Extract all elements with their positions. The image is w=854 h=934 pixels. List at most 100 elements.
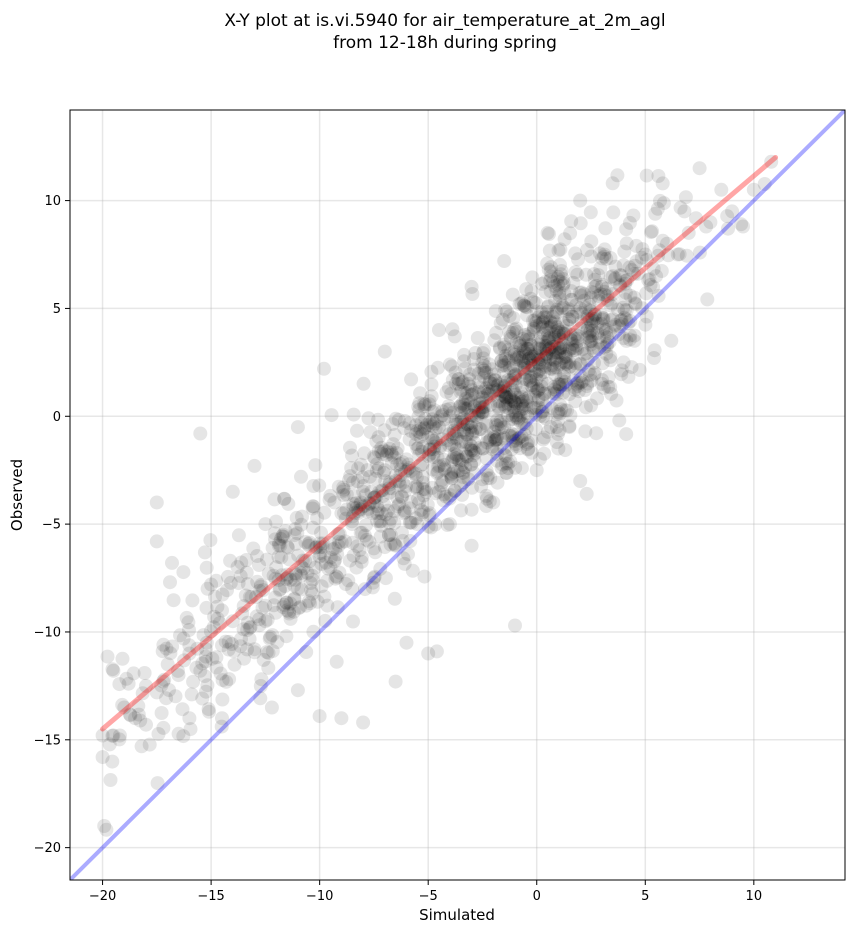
scatter-point-72 (312, 709, 327, 724)
scatter-point-1000 (734, 217, 749, 232)
scatter-point-353 (552, 406, 567, 421)
scatter-point-1 (106, 728, 121, 743)
scatter-point-641 (377, 540, 392, 555)
scatter-point-1154 (639, 168, 654, 183)
scatter-point-984 (570, 331, 585, 346)
scatter-point-612 (534, 379, 549, 394)
scatter-point-15 (236, 599, 251, 614)
scatter-point-784 (387, 504, 402, 518)
scatter-point-901 (431, 459, 446, 474)
scatter-point-162 (551, 269, 566, 284)
scatter-point-1206 (312, 536, 327, 551)
scatter-point-1603 (494, 353, 509, 368)
scatter-point-1475 (354, 554, 369, 569)
scatter-point-1173 (527, 364, 542, 379)
scatter-point-1151 (366, 541, 381, 556)
scatter-point-1251 (458, 361, 472, 376)
scatter-point-123 (736, 219, 750, 234)
scatter-point-791 (303, 596, 318, 611)
scatter-point-264 (457, 385, 472, 400)
scatter-point-1252 (626, 208, 641, 223)
scatter-point-441 (603, 270, 618, 285)
scatter-point-254 (512, 404, 526, 419)
scatter-point-519 (375, 489, 390, 504)
scatter-point-606 (531, 390, 546, 405)
scatter-point-887 (441, 381, 456, 396)
scatter-point-819 (233, 639, 248, 654)
scatter-point-705 (624, 360, 639, 375)
scatter-point-439 (544, 319, 559, 334)
scatter-point-585 (382, 485, 397, 500)
scatter-point-1415 (258, 598, 273, 613)
scatter-point-1047 (503, 346, 518, 361)
scatter-point-1360 (580, 353, 595, 367)
scatter-point-435 (476, 405, 491, 420)
scatter-point-445 (523, 370, 537, 385)
scatter-point-744 (290, 526, 305, 541)
scatter-point-1540 (603, 251, 618, 265)
scatter-point-785 (214, 719, 229, 734)
scatter-point-1282 (591, 293, 606, 308)
scatter-point-181 (629, 254, 644, 269)
scatter-point-463 (498, 302, 513, 317)
scatter-point-899 (411, 440, 426, 455)
scatter-point-750 (445, 452, 460, 467)
scatter-point-569 (634, 250, 649, 265)
scatter-point-467 (203, 533, 218, 548)
scatter-point-6 (149, 685, 164, 700)
scatter-point-617 (369, 489, 384, 504)
scatter-point-1246 (384, 447, 399, 462)
scatter-point-1250 (491, 377, 506, 392)
scatter-point-1429 (497, 389, 512, 404)
scatter-point-1448 (457, 411, 471, 426)
scatter-point-145 (528, 407, 543, 422)
scatter-point-582 (338, 534, 353, 549)
scatter-point-1425 (582, 367, 597, 382)
scatter-point-1349 (618, 285, 633, 300)
scatter-point-450 (627, 258, 642, 273)
scatter-point-1093 (584, 234, 599, 249)
scatter-point-329 (645, 224, 660, 239)
scatter-point-90 (165, 555, 179, 570)
scatter-point-1368 (517, 327, 532, 342)
scatter-point-947 (608, 259, 623, 274)
scatter-point-1124 (418, 412, 433, 426)
scatter-point-359 (253, 679, 268, 693)
scatter-point-198 (444, 386, 459, 401)
scatter-point-773 (580, 323, 595, 338)
scatter-point-178 (209, 660, 224, 675)
scatter-point-1443 (176, 631, 191, 646)
scatter-point-1585 (283, 611, 298, 626)
scatter-point-725 (467, 352, 481, 366)
scatter-point-808 (231, 576, 246, 591)
scatter-point-106 (366, 571, 381, 585)
scatter-point-446 (540, 328, 555, 343)
scatter-point-1267 (403, 534, 418, 548)
scatter-point-1447 (586, 340, 601, 355)
scatter-point-390 (651, 169, 666, 183)
scatter-point-1542 (510, 350, 524, 365)
scatter-point-426 (613, 313, 628, 328)
scatter-point-632 (592, 246, 607, 261)
scatter-point-273 (479, 499, 494, 513)
scatter-point-1063 (538, 309, 553, 324)
scatter-point-1178 (442, 438, 456, 453)
scatter-point-1507 (529, 315, 544, 330)
scatter-point-1068 (519, 392, 533, 407)
scatter-point-1019 (199, 642, 213, 657)
scatter-point-1043 (492, 401, 507, 416)
scatter-point-270 (168, 689, 183, 704)
scatter-point-951 (313, 540, 328, 555)
scatter-point-148 (464, 439, 479, 454)
scatter-point-1010 (563, 408, 578, 423)
scatter-point-1060 (584, 318, 599, 332)
scatter-point-1021 (587, 355, 601, 370)
scatter-point-1140 (655, 233, 670, 248)
scatter-point-1481 (317, 548, 332, 563)
scatter-point-967 (563, 226, 578, 241)
scatter-point-338 (519, 333, 534, 348)
scatter-point-465 (489, 408, 504, 423)
scatter-point-883 (600, 293, 615, 308)
scatter-point-38 (486, 376, 501, 391)
scatter-point-846 (173, 628, 187, 643)
